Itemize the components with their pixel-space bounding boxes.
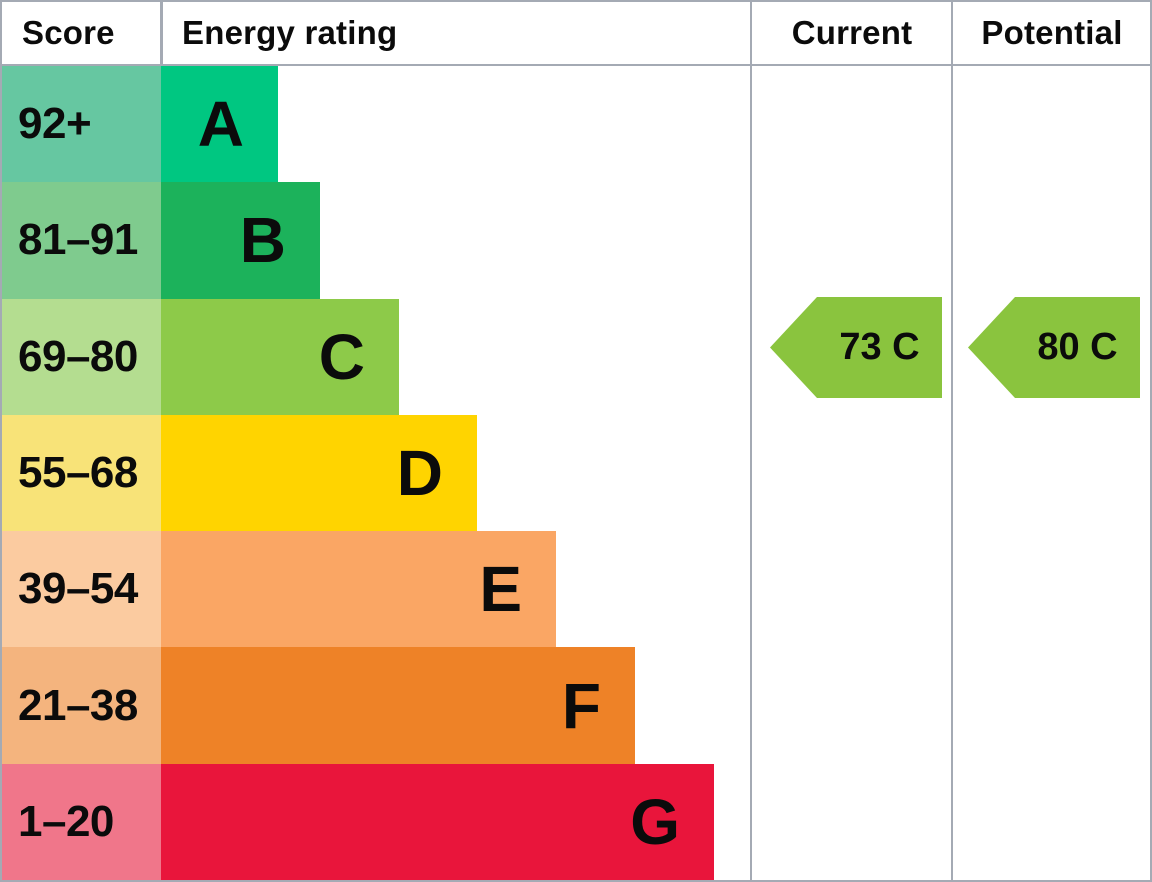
rating-bar: F — [161, 647, 635, 764]
current-rating-label: 73 C — [839, 326, 920, 368]
band-row-e: 39–54 E — [2, 531, 1150, 648]
band-row-g: 1–20 G — [2, 763, 1150, 880]
table-header: Score Energy rating Current Potential — [2, 2, 1150, 66]
score-cell: 1–20 — [2, 763, 161, 880]
energy-rating-column-header: Energy rating — [182, 14, 398, 51]
score-column-header: Score — [22, 14, 115, 51]
potential-column-header: Potential — [981, 14, 1123, 51]
potential-rating-label: 80 C — [1037, 326, 1118, 368]
score-cell: 81–91 — [2, 182, 161, 299]
potential-column-divider — [951, 2, 953, 880]
rating-bar: E — [161, 531, 556, 648]
band-row-b: 81–91 B — [2, 182, 1150, 299]
current-column-divider — [750, 2, 752, 880]
band-rows: 92+ A 81–91 B 69–80 C 55–68 D 39–54 E 21… — [2, 66, 1150, 880]
potential-rating-arrow: 80 C — [968, 297, 1140, 398]
band-row-f: 21–38 F — [2, 647, 1150, 764]
rating-bar: B — [161, 182, 320, 299]
rating-bar: A — [161, 66, 278, 183]
score-cell: 92+ — [2, 66, 161, 183]
score-cell: 69–80 — [2, 298, 161, 415]
current-column-header: Current — [791, 14, 913, 51]
band-row-a: 92+ A — [2, 66, 1150, 183]
band-row-c: 69–80 C — [2, 298, 1150, 415]
score-cell: 55–68 — [2, 414, 161, 532]
score-cell: 39–54 — [2, 531, 161, 648]
rating-bar: G — [161, 763, 714, 880]
band-row-d: 55–68 D — [2, 414, 1150, 532]
score-cell: 21–38 — [2, 647, 161, 764]
rating-bar: C — [161, 298, 399, 415]
header-column-divider — [160, 2, 163, 64]
rating-bar: D — [161, 414, 477, 532]
